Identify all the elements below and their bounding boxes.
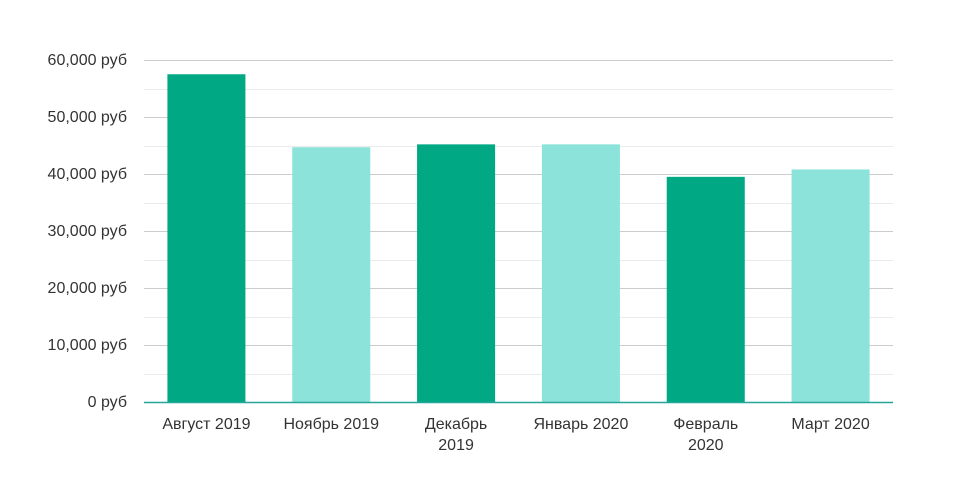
bar xyxy=(541,144,620,403)
bar xyxy=(167,74,246,402)
y-tick-label: 40,000 руб xyxy=(48,166,127,183)
x-axis-tick-labels: Август 2019 Ноябрь 2019 Декабрь 2019 Январь … xyxy=(162,416,870,454)
bar xyxy=(791,169,870,402)
x-tick-label: Февраль 2020 xyxy=(673,416,738,454)
bar xyxy=(666,176,745,402)
y-tick-label: 30,000 руб xyxy=(48,223,127,240)
y-tick-label: 0 руб xyxy=(88,394,127,411)
y-tick-label: 20,000 руб xyxy=(48,280,127,297)
bars xyxy=(167,74,870,403)
y-tick-label: 10,000 руб xyxy=(48,337,127,354)
x-tick-label: Ноябрь 2019 xyxy=(283,416,379,433)
grid-lines xyxy=(144,60,893,375)
x-tick-label: Январь 2020 xyxy=(533,416,628,433)
y-tick-label: 50,000 руб xyxy=(48,109,127,126)
bar xyxy=(292,147,371,402)
x-tick-label: Март 2020 xyxy=(791,416,869,433)
bar xyxy=(417,144,496,403)
y-tick-label: 60,000 руб xyxy=(48,52,127,69)
x-tick-label: Декабрь 2019 xyxy=(425,416,487,454)
x-tick-label: Август 2019 xyxy=(162,416,250,433)
y-axis-tick-labels: 0 руб 10,000 руб 20,000 руб 30,000 руб 40,00… xyxy=(48,52,127,411)
